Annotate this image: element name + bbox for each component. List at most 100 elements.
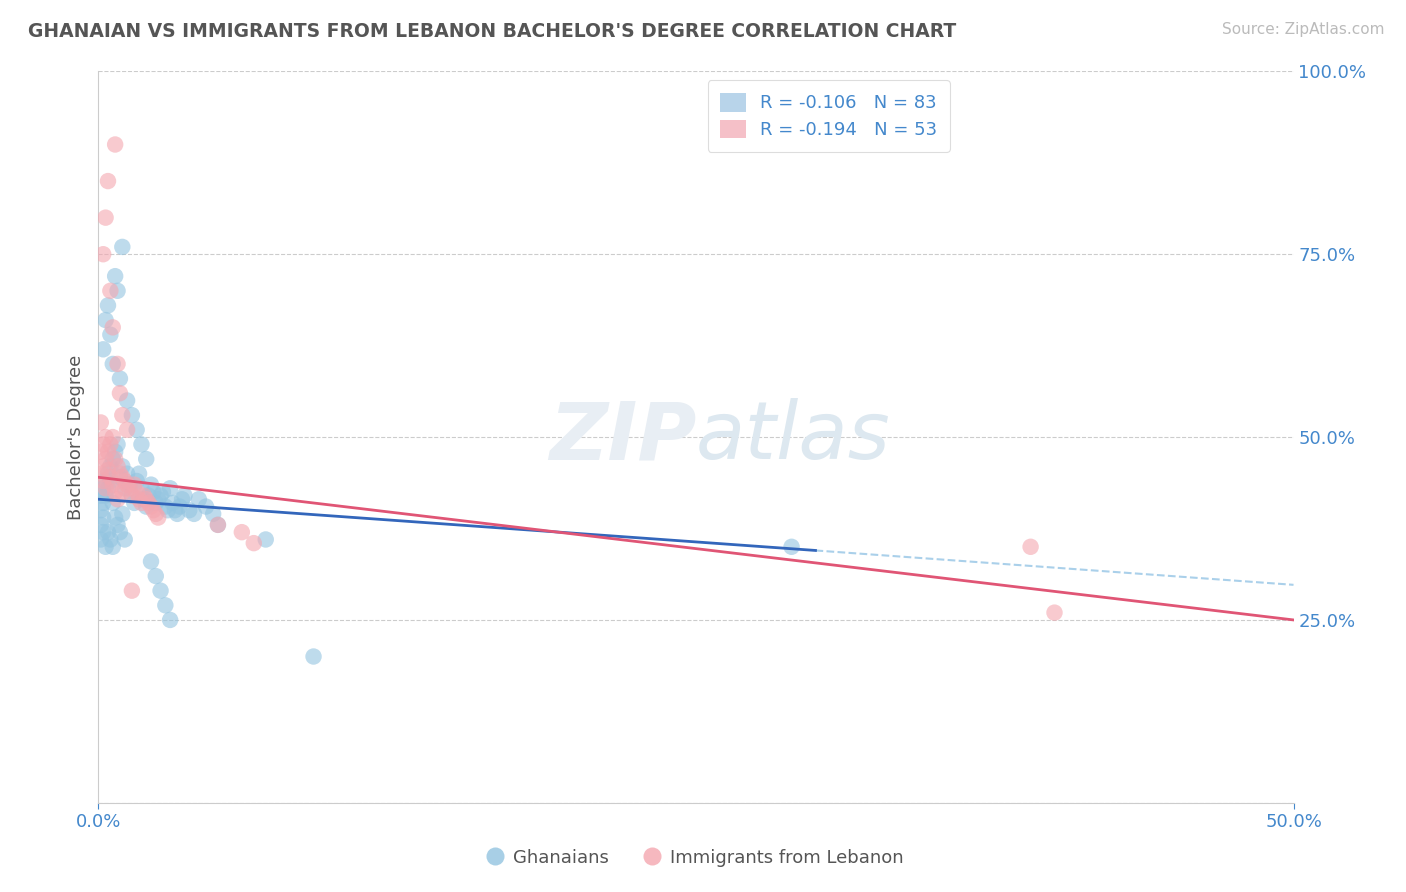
Point — [169, 500, 191, 514]
Point — [108, 467, 131, 481]
Point — [91, 437, 114, 451]
Point — [90, 416, 112, 430]
Point — [90, 467, 112, 481]
Point — [98, 327, 122, 342]
Point — [91, 474, 114, 488]
Point — [104, 137, 127, 152]
Point — [94, 313, 117, 327]
Point — [166, 507, 188, 521]
Point — [111, 408, 134, 422]
Point — [159, 481, 181, 495]
Point — [121, 489, 143, 503]
Point — [162, 496, 184, 510]
Point — [98, 533, 122, 547]
Point — [114, 481, 136, 495]
Point — [302, 649, 325, 664]
Point — [243, 536, 266, 550]
Point — [111, 240, 134, 254]
Point — [107, 284, 129, 298]
Point — [132, 492, 155, 507]
Point — [179, 503, 201, 517]
Point — [135, 452, 157, 467]
Point — [98, 459, 122, 474]
Point — [104, 444, 127, 458]
Point — [139, 500, 162, 514]
Point — [98, 284, 122, 298]
Point — [115, 477, 138, 491]
Point — [90, 489, 112, 503]
Point — [91, 459, 114, 474]
Point — [94, 481, 117, 495]
Point — [115, 467, 138, 481]
Point — [145, 496, 167, 510]
Point — [108, 470, 131, 484]
Point — [108, 371, 131, 385]
Point — [101, 477, 124, 491]
Point — [97, 444, 120, 458]
Point — [163, 503, 186, 517]
Point — [118, 481, 141, 495]
Point — [139, 554, 162, 568]
Point — [138, 496, 160, 510]
Point — [172, 492, 194, 507]
Point — [107, 517, 129, 532]
Point — [114, 533, 136, 547]
Point — [91, 343, 114, 357]
Point — [231, 525, 253, 540]
Point — [91, 481, 114, 495]
Point — [125, 485, 148, 500]
Point — [148, 492, 170, 507]
Point — [101, 452, 124, 467]
Point — [90, 444, 112, 458]
Point — [111, 459, 134, 474]
Point — [142, 485, 165, 500]
Point — [128, 467, 150, 481]
Point — [202, 507, 225, 521]
Point — [207, 517, 229, 532]
Point — [91, 525, 114, 540]
Point — [101, 357, 124, 371]
Text: Source: ZipAtlas.com: Source: ZipAtlas.com — [1222, 22, 1385, 37]
Point — [111, 507, 134, 521]
Point — [90, 533, 112, 547]
Point — [101, 540, 124, 554]
Point — [97, 463, 120, 477]
Point — [128, 492, 150, 507]
Point — [159, 613, 181, 627]
Point — [104, 510, 127, 524]
Point — [98, 470, 122, 484]
Point — [104, 452, 127, 467]
Point — [94, 452, 117, 467]
Point — [254, 533, 277, 547]
Legend: Ghanaians, Immigrants from Lebanon: Ghanaians, Immigrants from Lebanon — [481, 841, 911, 874]
Point — [149, 489, 172, 503]
Point — [101, 430, 124, 444]
Point — [155, 500, 177, 514]
Point — [98, 474, 122, 488]
Point — [97, 174, 120, 188]
Point — [115, 393, 138, 408]
Point — [173, 489, 195, 503]
Point — [104, 485, 127, 500]
Point — [101, 320, 124, 334]
Point — [91, 496, 114, 510]
Point — [121, 489, 143, 503]
Point — [90, 503, 112, 517]
Text: GHANAIAN VS IMMIGRANTS FROM LEBANON BACHELOR'S DEGREE CORRELATION CHART: GHANAIAN VS IMMIGRANTS FROM LEBANON BACH… — [28, 22, 956, 41]
Text: atlas: atlas — [696, 398, 891, 476]
Point — [155, 599, 177, 613]
Point — [97, 467, 120, 481]
Point — [145, 569, 167, 583]
Point — [94, 211, 117, 225]
Point — [108, 386, 131, 401]
Point — [195, 500, 218, 514]
Point — [145, 507, 167, 521]
Point — [156, 503, 179, 517]
Point — [107, 492, 129, 507]
Point — [97, 298, 120, 312]
Y-axis label: Bachelor's Degree: Bachelor's Degree — [66, 354, 84, 520]
Point — [111, 485, 134, 500]
Point — [94, 430, 117, 444]
Point — [138, 489, 160, 503]
Point — [207, 517, 229, 532]
